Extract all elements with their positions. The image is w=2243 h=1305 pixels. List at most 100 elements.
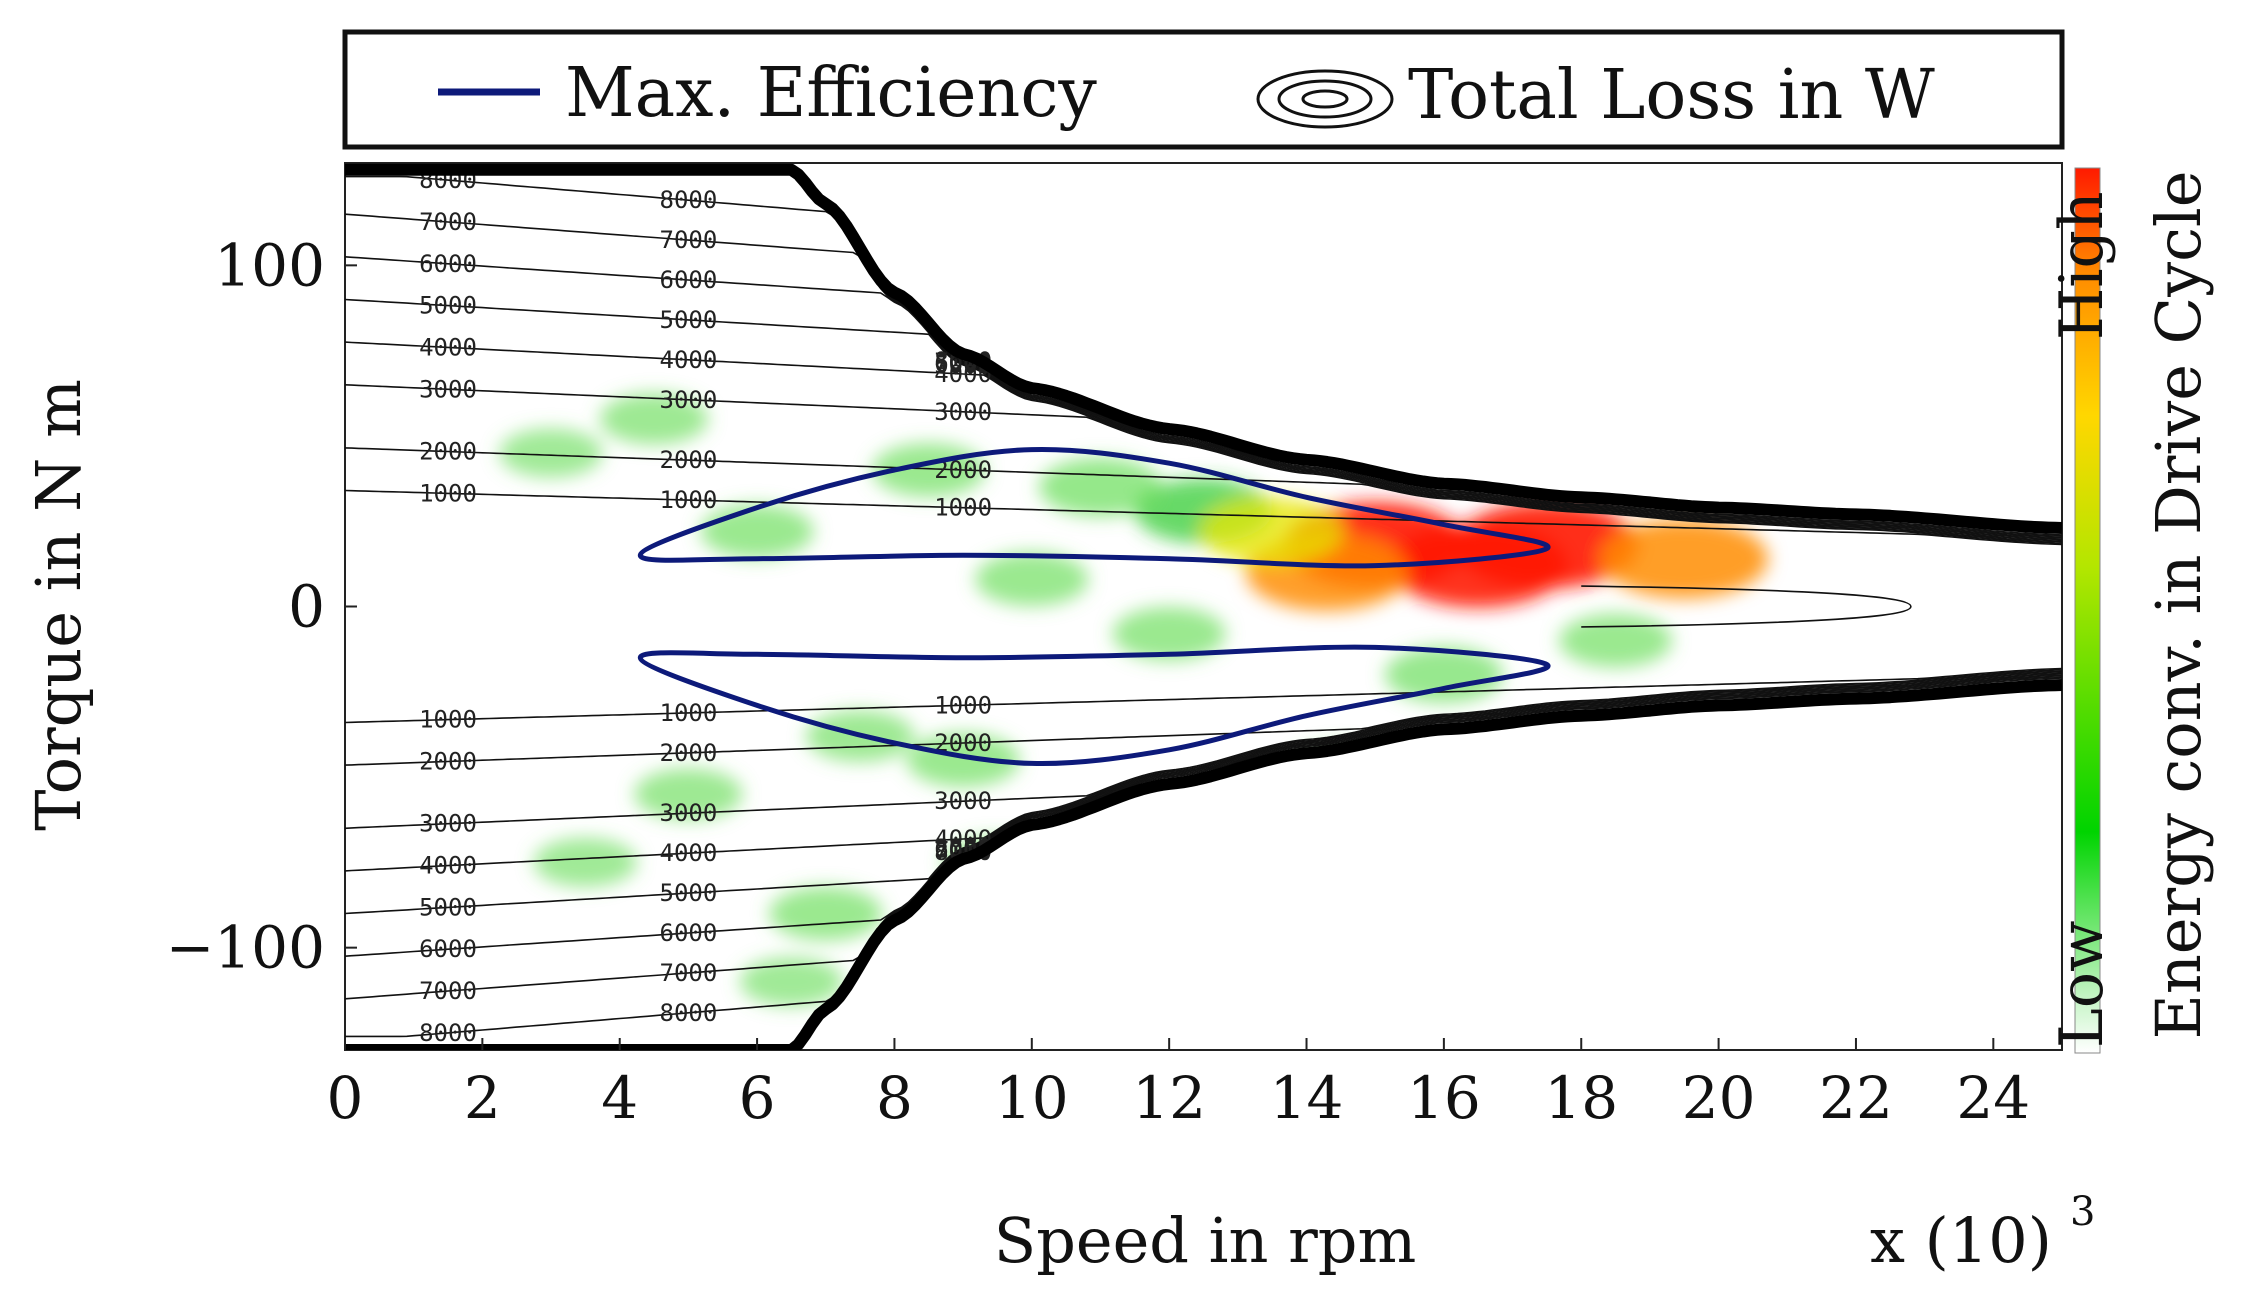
colorbar-title: Energy conv. in Drive Cycle [2142,171,2215,1040]
legend-max-efficiency-label: Max. Efficiency [565,54,1097,133]
loss-contour-7000-upper [345,213,2062,537]
loss-contour-label: 1000 [934,494,992,522]
loss-contour-label: 6000 [660,919,718,947]
loss-contour-6000-upper [345,256,2062,539]
loss-contour-6000-lower [345,674,2062,957]
min-torque-curve [345,679,2062,1050]
heat-blob [499,428,603,478]
x-axis-multiplier: x (10) 3 [1870,1189,2095,1277]
colorbar-low-label: Low [2047,921,2117,1048]
loss-contour-label: 1000 [660,486,718,514]
loss-contour-4000-lower [345,671,2062,872]
x-tick-label: 22 [1819,1064,1893,1132]
legend-total-loss-label: Total Loss in W [1408,56,1935,135]
heat-blob [906,733,1020,787]
heat-blob [634,768,743,820]
loss-contour-1000-upper [345,489,2062,546]
loss-contour-5000-upper [345,298,2062,540]
loss-contour-3000-lower [345,670,2062,830]
loss-contour-label: 2000 [660,446,718,474]
loss-contour-label: 4000 [419,333,477,361]
legend: Max. Efficiency Total Loss in W [342,29,2065,150]
loss-contour-2000-upper [345,447,2062,544]
loss-contour-label: 4000 [660,346,718,374]
x-tick-label: 14 [1270,1064,1344,1132]
loss-contour-label: 3000 [934,398,992,426]
heat-blob [700,504,814,559]
loss-contour-label: 8000 [660,999,718,1027]
loss-contour-label: 7000 [660,959,718,987]
y-tick-label: 0 [288,573,325,641]
loss-contour-8000-upper [345,175,2062,536]
heat-blob [739,957,844,1007]
loss-contour-1000-lower [345,667,2062,724]
x-axis-ticks: 0 2 4 6 8 10 12 14 16 18 20 22 24 [327,1038,2030,1132]
max-torque-curve [345,163,2062,534]
plot-area: 1000 1000 1000 1000 1000 1000 2000 2000 2000 2000… [344,162,2063,1051]
loss-contour-2000-lower [345,669,2062,766]
x-axis-label: Speed in rpm [994,1204,1417,1277]
loss-contour-label: 3000 [660,386,718,414]
loss-contour-label: 5000 [419,292,477,320]
y-tick-label: 100 [214,231,325,299]
loss-contour-8000-lower [345,677,2062,1038]
y-axis-label: Torque in N m [22,379,95,831]
heat-blob [1112,606,1226,661]
max-efficiency-motoring [637,446,1551,569]
legend-box [342,29,2065,150]
x-tick-label: 2 [464,1064,501,1132]
loss-contour-label: 1000 [660,699,718,727]
max-efficiency-regions [637,446,1551,767]
heat-blob [533,837,638,887]
loss-contour-label: 5000 [660,306,718,334]
heat-blob [1558,613,1673,668]
heat-blob [1200,497,1344,566]
colorbar-gradient [2074,167,2101,1054]
loss-contour-label: 5000 [660,879,718,907]
loss-contour-label: 6000 [660,266,718,294]
loss-contour-label: 1000 [934,691,992,719]
x-tick-label: 0 [327,1064,364,1132]
colorbar-high-label: High [2047,191,2117,340]
heat-blob [975,552,1089,607]
loss-contour-7000-lower [345,676,2062,1000]
loss-contour-label: 3000 [419,810,477,838]
x-tick-label: 16 [1407,1064,1481,1132]
heat-blob [1384,646,1503,703]
x-tick-label: 12 [1132,1064,1206,1132]
torque-envelope [345,163,2062,1050]
loss-contour-label: 8000 [660,186,718,214]
loss-contour-label: 3000 [419,375,477,403]
loss-contour-label: 3000 [660,799,718,827]
loss-contour-label: 7000 [419,977,477,1005]
loss-contour-label: 7000 [660,226,718,254]
legend-contour-rings-icon [1256,69,1394,129]
loss-contours [345,175,2062,1038]
x-tick-label: 18 [1544,1064,1618,1132]
loss-contour-labels: 1000 1000 1000 1000 1000 1000 2000 2000 2000 2000… [419,166,992,1047]
x-axis-multiplier-base: x (10) [1870,1204,2052,1277]
y-axis-ticks: 100 0 −100 [166,231,357,982]
x-tick-label: 4 [601,1064,638,1132]
y-tick-label: −100 [166,914,325,982]
loss-contour-label: 1000 [419,479,477,507]
colorbar: High Low Energy conv. in Drive Cycle [2047,167,2215,1054]
loss-contour-4000-upper [345,341,2062,542]
loss-contour-label: 5000 [419,893,477,921]
loss-contour-label: 6000 [419,935,477,963]
loss-contour-label: 2000 [660,739,718,767]
x-tick-label: 10 [995,1064,1069,1132]
max-efficiency-generating [637,644,1551,767]
loss-contour-label: 8000 [419,1019,477,1047]
loss-contour-label: 2000 [419,747,477,775]
loss-contour-label: 1000 [419,706,477,734]
x-axis-multiplier-exponent: 3 [2070,1189,2095,1235]
heat-blob [1600,519,1769,599]
loss-contour-label: 4000 [660,839,718,867]
x-tick-label: 6 [739,1064,776,1132]
loss-contour-3000-upper [345,384,2062,543]
loss-contour-label: 4000 [419,852,477,880]
loss-contour-label: 2000 [419,438,477,466]
x-tick-label: 24 [1956,1064,2030,1132]
